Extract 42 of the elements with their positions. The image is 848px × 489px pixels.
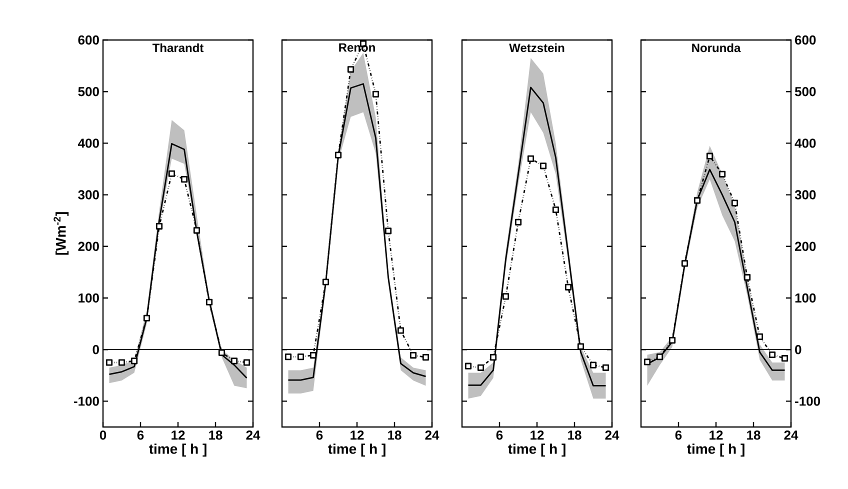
y-tick-label: -100 — [795, 396, 820, 406]
x-axis-title: time [ h ] — [687, 444, 744, 457]
y-tick-label: 100 — [795, 293, 816, 303]
y-tick-label: 600 — [78, 35, 99, 45]
x-tick-label: 18 — [568, 430, 582, 440]
chart-title: Wetzstein — [509, 43, 564, 52]
x-tick-label: 12 — [710, 430, 723, 440]
x-axis-title: time [ h ] — [328, 444, 386, 457]
x-tick-label: 6 — [675, 430, 682, 440]
y-tick-label: 100 — [78, 293, 99, 303]
x-tick-label: 18 — [388, 430, 402, 440]
x-tick-label: 24 — [425, 430, 440, 440]
y-tick-label: 400 — [794, 138, 816, 148]
y-tick-label: 600 — [795, 35, 816, 45]
x-tick-label: 18 — [747, 430, 760, 440]
y-tick-label: 500 — [794, 86, 816, 96]
x-tick-label: 6 — [496, 430, 503, 440]
x-axis-title: time [ h ] — [508, 444, 566, 457]
y-tick-label: 300 — [78, 190, 99, 200]
y-tick-label: 400 — [78, 138, 99, 148]
chart-title: Norunda — [692, 43, 741, 52]
y-tick-label: -100 — [74, 396, 99, 406]
x-tick-label: 6 — [316, 430, 323, 440]
x-tick-label: 12 — [172, 430, 185, 440]
x-tick-label: 18 — [209, 430, 222, 440]
x-tick-label: 0 — [100, 430, 106, 440]
x-tick-label: 12 — [350, 430, 364, 440]
y-axis-title: [Wm$^{-2}$] — [54, 212, 69, 255]
y-tick-label: 0 — [92, 344, 99, 354]
x-tick-label: 24 — [246, 430, 260, 440]
x-tick-label: 6 — [137, 430, 144, 440]
x-tick-label: 24 — [605, 430, 620, 440]
x-tick-label: 12 — [530, 430, 544, 440]
chart-title: Tharandt — [152, 43, 204, 52]
x-tick-label: 24 — [784, 430, 798, 440]
y-tick-label: 500 — [78, 86, 99, 96]
y-tick-label: 300 — [794, 190, 816, 200]
chart-title: Renon — [339, 43, 375, 52]
x-axis-title: time [ h ] — [149, 444, 206, 457]
y-tick-label: 0 — [795, 344, 802, 354]
y-tick-label: 200 — [794, 242, 816, 251]
y-tick-label: 200 — [78, 242, 99, 251]
